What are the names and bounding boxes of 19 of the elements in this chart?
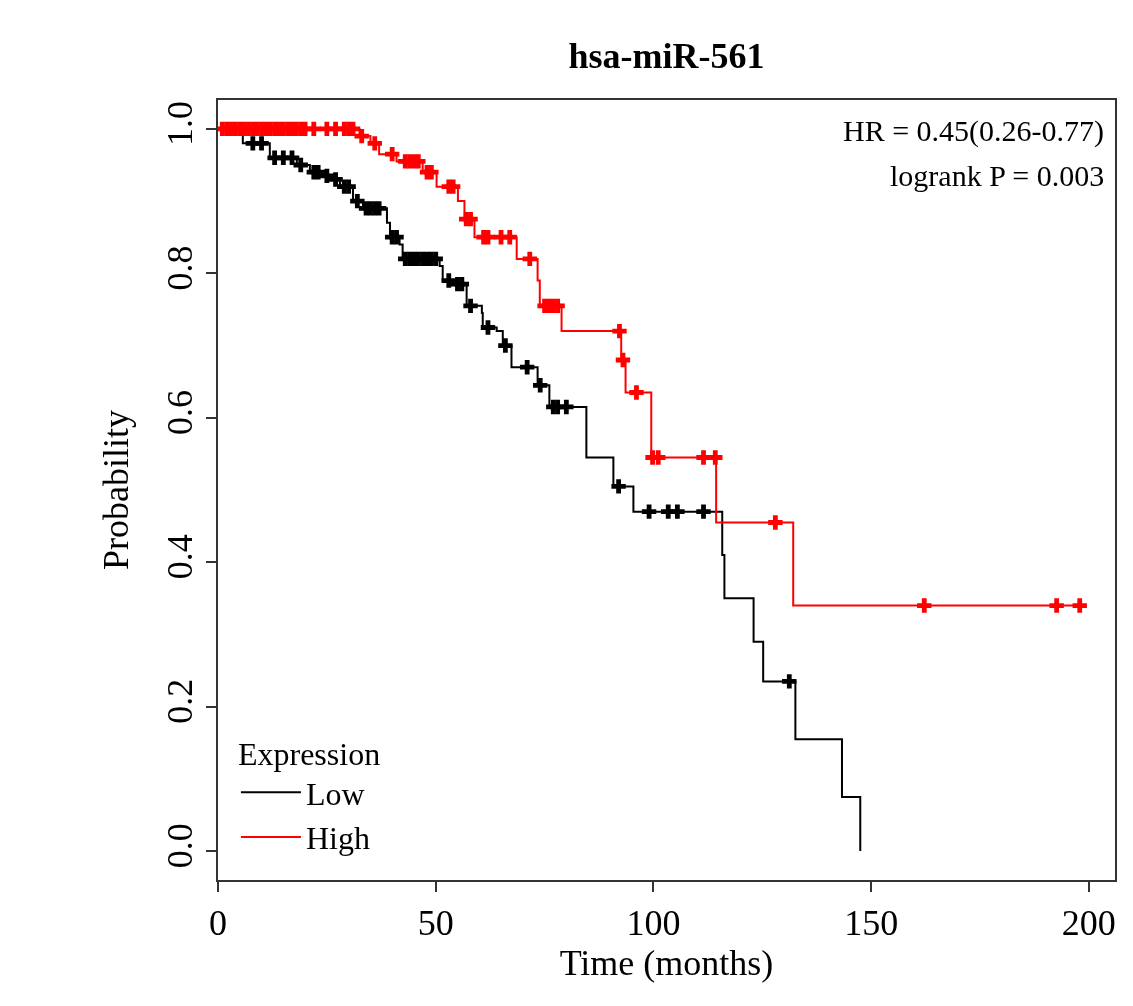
y-tick-label: 0.8 (159, 245, 200, 291)
legend-label: High (305, 820, 370, 857)
legend-label: Low (305, 775, 365, 812)
x-tick-label: 150 (844, 902, 899, 943)
annotation: HR = 0.45(0.26-0.77) (843, 114, 1105, 148)
y-tick-label: 0.4 (159, 534, 200, 580)
chart-title: hsa-miR-561 (568, 36, 765, 77)
x-tick-label: 0 (209, 902, 227, 943)
legend-title: Expression (237, 736, 381, 772)
x-axis-title: Time (months) (559, 942, 774, 983)
y-axis-title: Probability (96, 410, 137, 570)
x-tick-label: 200 (1061, 902, 1116, 943)
x-tick-label: 100 (626, 902, 681, 943)
x-tick-label: 50 (417, 902, 454, 943)
y-tick-label: 0.2 (159, 678, 200, 724)
y-tick-label: 1.0 (159, 100, 200, 146)
y-tick-label: 0.0 (159, 823, 200, 869)
y-tick-label: 0.6 (159, 389, 200, 435)
annotation: logrank P = 0.003 (890, 159, 1105, 192)
